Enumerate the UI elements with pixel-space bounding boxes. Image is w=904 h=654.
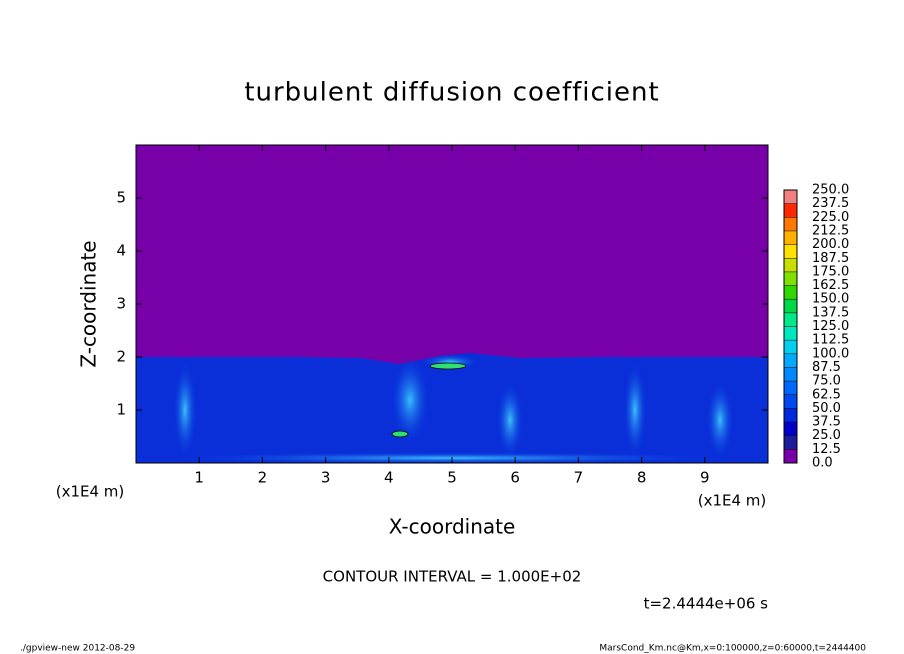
y-tick-label: 2 — [116, 348, 126, 366]
colorbar-band — [784, 285, 797, 300]
colorbar-label: 212.5 — [812, 223, 849, 238]
colorbar-label: 137.5 — [812, 305, 849, 320]
colorbar-band — [784, 203, 797, 218]
colorbar-band — [784, 326, 797, 341]
colorbar-label: 162.5 — [812, 278, 849, 293]
colorbar-band — [784, 312, 797, 327]
colorbar-band — [784, 435, 797, 450]
colorbar-band — [784, 394, 797, 409]
footer-left: ./gpview-new 2012-08-29 — [20, 644, 135, 654]
colorbar-label: 75.0 — [812, 374, 841, 389]
field — [136, 145, 768, 464]
footer-right: MarsCond_Km.nc@Km,x=0:100000,z=0:60000,t… — [599, 644, 866, 654]
field-feature — [391, 430, 409, 438]
chart-title: turbulent diffusion coefficient — [244, 78, 659, 108]
colorbar-band — [784, 244, 797, 259]
colorbar-band — [784, 258, 797, 272]
y-tick-label: 4 — [116, 242, 126, 260]
x-tick-label: 8 — [637, 469, 647, 487]
field-lower — [136, 353, 768, 463]
y-tick-label: 3 — [116, 295, 126, 313]
colorbar-label: 125.0 — [812, 319, 849, 334]
colorbar-band — [784, 408, 797, 423]
y-tick-label: 5 — [116, 189, 126, 207]
colorbar-band — [784, 190, 797, 204]
x-tick-label: 2 — [258, 469, 268, 487]
colorbar-band — [784, 299, 797, 313]
field-feature — [429, 362, 467, 370]
colorbar-band — [784, 422, 797, 436]
colorbar-label: 12.5 — [812, 442, 841, 457]
time-label: t=2.4444e+06 s — [644, 595, 769, 613]
x-unit: (x1E4 m) — [56, 483, 125, 501]
field-feature — [706, 380, 734, 460]
colorbar-band — [784, 353, 797, 368]
colorbar-label: 100.0 — [812, 346, 849, 361]
field-feature — [150, 452, 750, 464]
x-unit: (x1E4 m) — [698, 492, 767, 510]
contour-interval: CONTOUR INTERVAL = 1.000E+02 — [323, 568, 582, 586]
y-tick-label: 1 — [116, 401, 126, 419]
colorbar-band — [784, 217, 797, 231]
field-feature — [623, 360, 647, 460]
colorbar-label: 0.0 — [812, 456, 833, 471]
colorbar-label: 200.0 — [812, 237, 849, 252]
colorbar-label: 112.5 — [812, 333, 849, 348]
colorbar-label: 187.5 — [812, 251, 849, 266]
field-feature — [173, 360, 197, 460]
field-feature — [390, 355, 430, 445]
colorbar-band — [784, 449, 797, 463]
x-tick-label: 7 — [574, 469, 584, 487]
x-tick-label: 1 — [194, 469, 204, 487]
x-tick-label: 4 — [384, 469, 394, 487]
colorbar-band — [784, 381, 797, 395]
colorbar-label: 62.5 — [812, 387, 841, 402]
colorbar-label: 50.0 — [812, 401, 841, 416]
colorbar-label: 37.5 — [812, 415, 841, 430]
colorbar-label: 237.5 — [812, 196, 849, 211]
colorbar-label: 250.0 — [812, 183, 849, 198]
x-axis-label: X-coordinate — [389, 515, 516, 539]
y-axis-label: Z-coordinate — [77, 240, 101, 367]
colorbar-label: 25.0 — [812, 428, 841, 443]
x-tick-label: 3 — [321, 469, 331, 487]
x-tick-label: 9 — [700, 469, 710, 487]
field-feature — [496, 380, 524, 460]
x-tick-label: 5 — [447, 469, 457, 487]
colorbar-band — [784, 340, 797, 354]
colorbar-band — [784, 230, 797, 245]
colorbar-label: 150.0 — [812, 292, 849, 307]
colorbar-label: 225.0 — [812, 210, 849, 225]
colorbar-label: 175.0 — [812, 264, 849, 279]
x-tick-label: 6 — [510, 469, 520, 487]
colorbar-band — [784, 271, 797, 286]
colorbar-label: 87.5 — [812, 360, 841, 375]
colorbar-band — [784, 367, 797, 382]
